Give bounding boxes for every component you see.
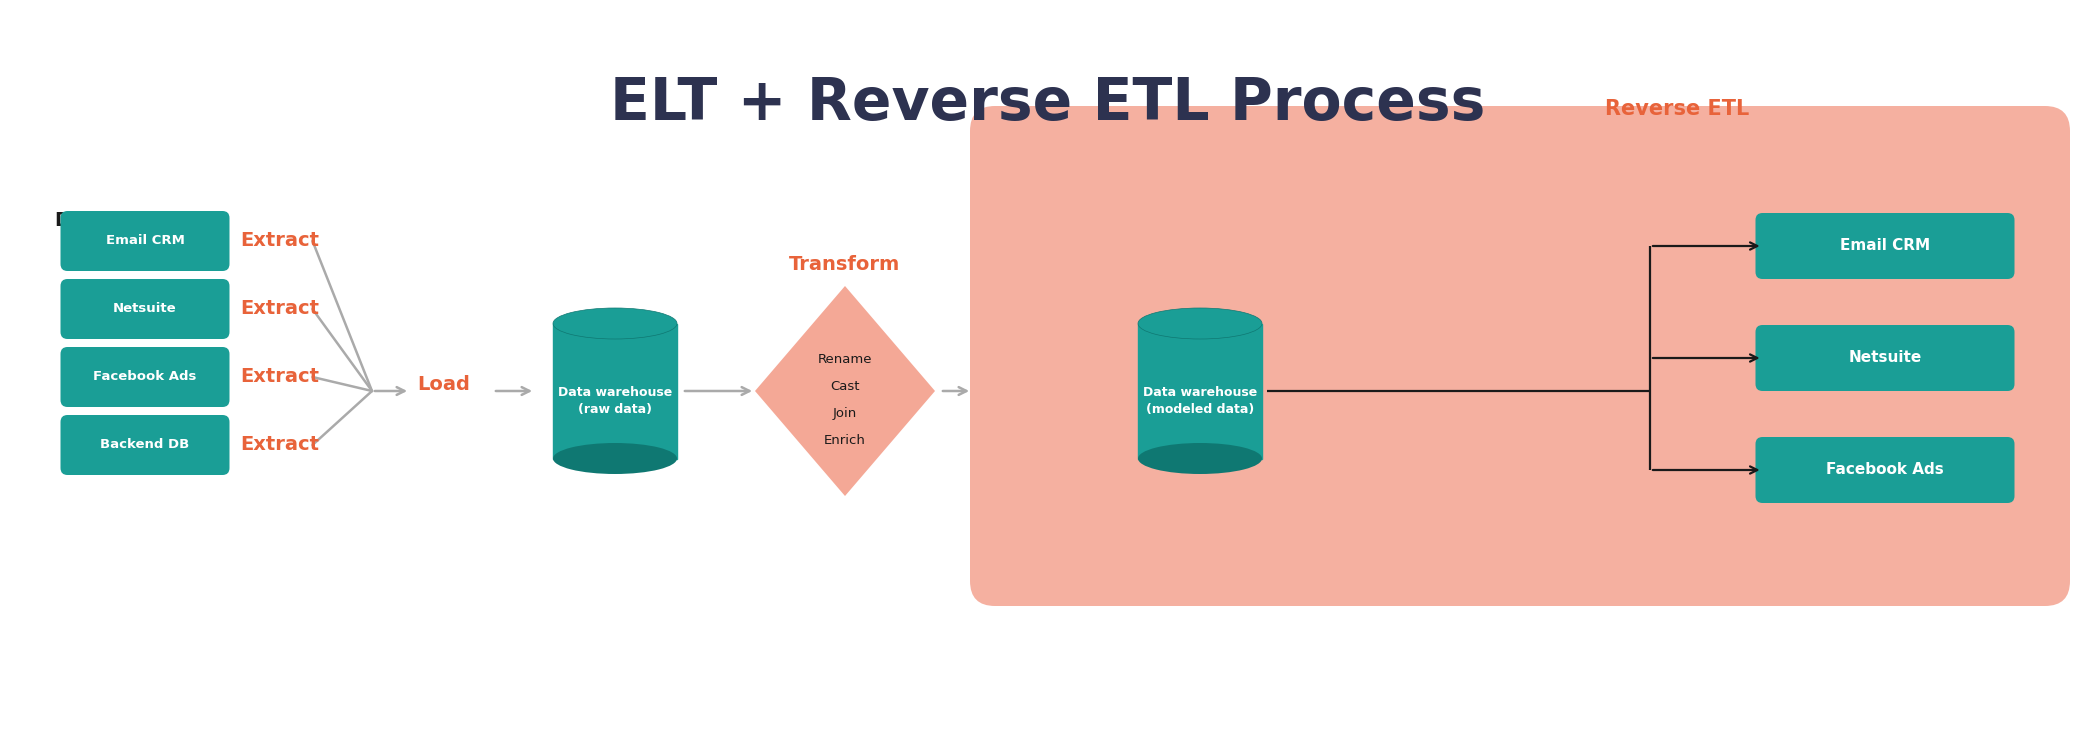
Text: ELT + Reverse ETL Process: ELT + Reverse ETL Process [610, 75, 1486, 131]
Text: Load: Load [417, 374, 470, 393]
Ellipse shape [1138, 443, 1262, 474]
Text: Backend DB: Backend DB [101, 439, 189, 451]
Text: Data warehouse
(raw data): Data warehouse (raw data) [558, 386, 673, 416]
FancyBboxPatch shape [61, 211, 228, 271]
Text: Transform: Transform [790, 255, 901, 274]
Bar [553, 324, 677, 459]
Text: Facebook Ads: Facebook Ads [94, 371, 197, 383]
FancyBboxPatch shape [61, 347, 228, 407]
FancyBboxPatch shape [970, 106, 2071, 606]
Text: Enrich: Enrich [824, 433, 866, 447]
Text: Facebook Ads: Facebook Ads [1826, 463, 1943, 477]
Text: Email CRM: Email CRM [1840, 239, 1930, 254]
FancyBboxPatch shape [1756, 325, 2014, 391]
FancyBboxPatch shape [1756, 437, 2014, 503]
Text: Extract: Extract [241, 299, 319, 319]
Text: Extract: Extract [241, 231, 319, 251]
Text: Extract: Extract [241, 436, 319, 454]
Text: Extract: Extract [241, 368, 319, 386]
FancyBboxPatch shape [1756, 213, 2014, 279]
Text: Netsuite: Netsuite [1849, 351, 1922, 366]
Text: Reverse ETL: Reverse ETL [1606, 99, 1750, 119]
Text: Join: Join [832, 407, 857, 419]
Ellipse shape [553, 443, 677, 474]
Text: Data warehouse
(modeled data): Data warehouse (modeled data) [1142, 386, 1258, 416]
Ellipse shape [1138, 308, 1262, 339]
FancyBboxPatch shape [61, 279, 228, 339]
Bar [1138, 324, 1262, 459]
Ellipse shape [553, 308, 677, 339]
FancyBboxPatch shape [61, 415, 228, 475]
Polygon shape [755, 286, 935, 496]
Text: Netsuite: Netsuite [113, 302, 176, 316]
Text: Data sources: Data sources [54, 211, 199, 230]
Text: Email CRM: Email CRM [105, 234, 184, 248]
Text: Cast: Cast [830, 380, 859, 392]
Text: Rename: Rename [817, 353, 872, 366]
